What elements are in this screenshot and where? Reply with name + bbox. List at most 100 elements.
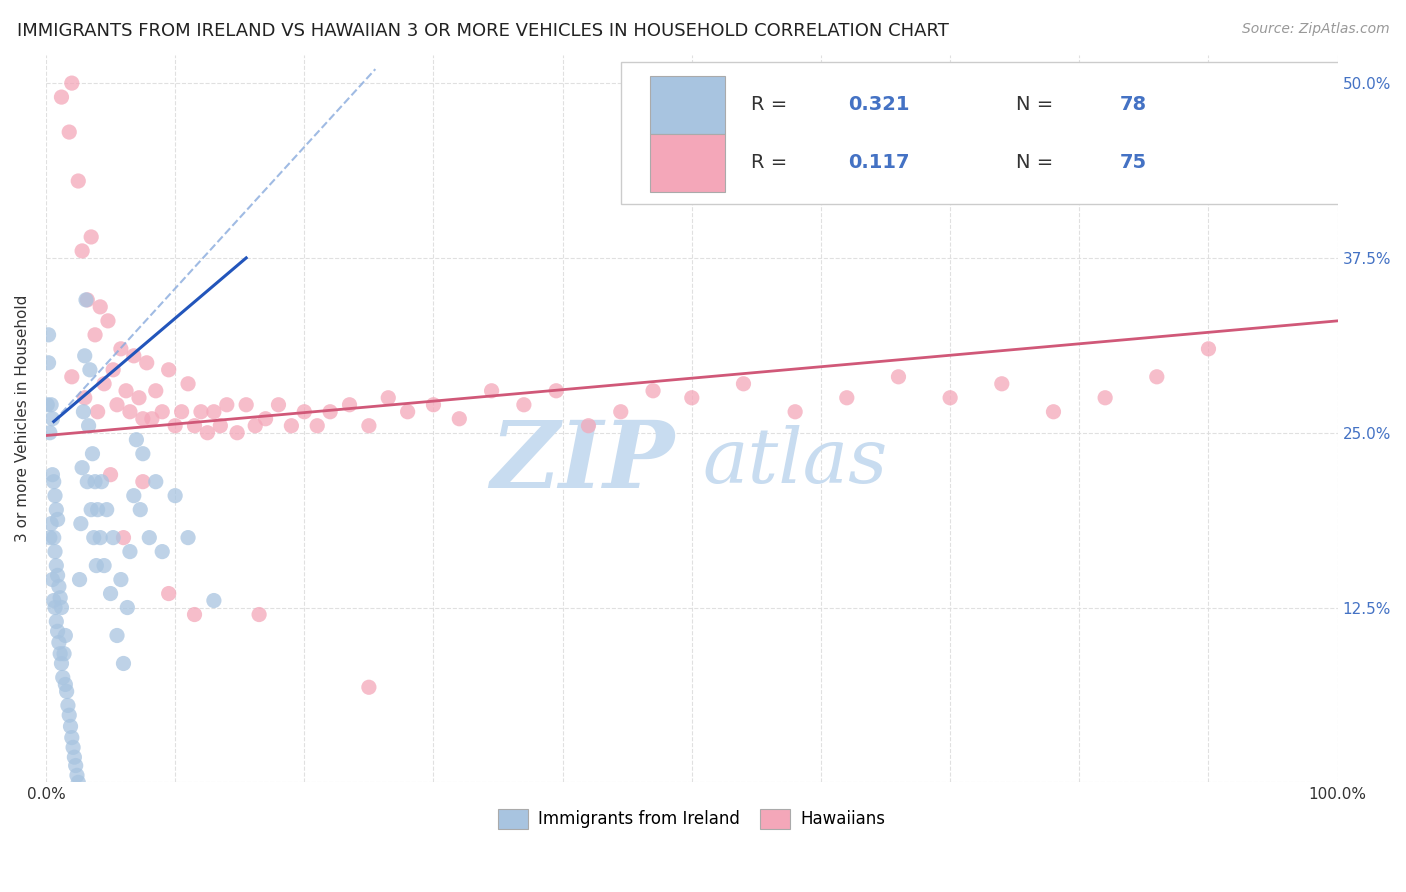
Point — [75, 293, 97, 307]
Point — [165, 489, 187, 503]
Point — [1146, 369, 1168, 384]
Point — [247, 607, 270, 622]
Point — [69, 573, 91, 587]
Legend: Immigrants from Ireland, Hawaiians: Immigrants from Ireland, Hawaiians — [492, 802, 891, 836]
FancyBboxPatch shape — [651, 134, 725, 192]
Point — [89, 531, 111, 545]
Point — [42, 531, 65, 545]
Point — [190, 405, 212, 419]
Point — [38, 531, 60, 545]
Point — [105, 628, 128, 642]
Point — [39, 398, 62, 412]
Point — [49, 591, 72, 605]
Text: IMMIGRANTS FROM IRELAND VS HAWAIIAN 3 OR MORE VEHICLES IN HOUSEHOLD CORRELATION : IMMIGRANTS FROM IRELAND VS HAWAIIAN 3 OR… — [17, 22, 949, 40]
Point — [197, 425, 219, 440]
Text: R =: R = — [751, 153, 794, 172]
Point — [83, 531, 105, 545]
Point — [52, 670, 75, 684]
Point — [67, 775, 90, 789]
Point — [339, 398, 361, 412]
Point — [37, 398, 59, 412]
Point — [357, 680, 380, 694]
Point — [112, 657, 135, 671]
Point — [610, 405, 633, 419]
Point — [84, 327, 107, 342]
Point — [110, 342, 132, 356]
Point — [449, 411, 471, 425]
Point — [73, 349, 96, 363]
Point — [641, 384, 664, 398]
Point — [93, 558, 115, 573]
Point — [48, 580, 70, 594]
Point — [62, 740, 84, 755]
Point — [117, 600, 139, 615]
Point — [165, 418, 187, 433]
Point — [55, 684, 77, 698]
Point — [546, 384, 568, 398]
Point — [132, 411, 155, 425]
Point — [422, 398, 444, 412]
Point — [60, 369, 83, 384]
Point — [44, 544, 66, 558]
Point — [226, 425, 249, 440]
Point — [70, 516, 93, 531]
Point — [280, 418, 302, 433]
Point — [101, 531, 124, 545]
Point — [46, 568, 69, 582]
Point — [97, 314, 120, 328]
Point — [215, 398, 238, 412]
Point — [145, 384, 167, 398]
Point — [202, 593, 225, 607]
Point — [118, 544, 141, 558]
Point — [76, 475, 98, 489]
Point — [132, 447, 155, 461]
Point — [681, 391, 703, 405]
Point — [51, 600, 73, 615]
Text: 0.321: 0.321 — [848, 95, 910, 114]
Point — [51, 657, 73, 671]
Point — [101, 363, 124, 377]
Point — [56, 698, 79, 713]
Point — [45, 502, 67, 516]
Point — [46, 512, 69, 526]
Point — [129, 502, 152, 516]
Point — [79, 363, 101, 377]
Point — [39, 516, 62, 531]
Point — [80, 230, 103, 244]
Point — [177, 531, 200, 545]
Text: Source: ZipAtlas.com: Source: ZipAtlas.com — [1241, 22, 1389, 37]
Point — [307, 418, 329, 433]
Point — [41, 467, 63, 482]
Point — [377, 391, 399, 405]
Point — [128, 391, 150, 405]
Point — [100, 586, 122, 600]
Point — [110, 573, 132, 587]
Point — [90, 475, 112, 489]
Point — [42, 593, 65, 607]
Point — [70, 460, 93, 475]
Point — [70, 244, 93, 258]
Point — [245, 418, 267, 433]
Point — [183, 418, 205, 433]
Point — [1042, 405, 1064, 419]
Point — [170, 405, 193, 419]
Point — [65, 758, 87, 772]
Point — [125, 433, 148, 447]
Point — [1198, 342, 1220, 356]
Point — [41, 573, 63, 587]
Point — [93, 376, 115, 391]
Point — [59, 719, 82, 733]
Point — [357, 418, 380, 433]
Point — [44, 600, 66, 615]
Text: 78: 78 — [1119, 95, 1146, 114]
FancyBboxPatch shape — [621, 62, 1351, 204]
Point — [292, 405, 315, 419]
Text: N =: N = — [1017, 153, 1060, 172]
Point — [254, 411, 277, 425]
Point — [38, 327, 60, 342]
Point — [76, 293, 98, 307]
Text: N =: N = — [1017, 95, 1060, 114]
Point — [38, 356, 60, 370]
Point — [84, 475, 107, 489]
Point — [481, 384, 503, 398]
